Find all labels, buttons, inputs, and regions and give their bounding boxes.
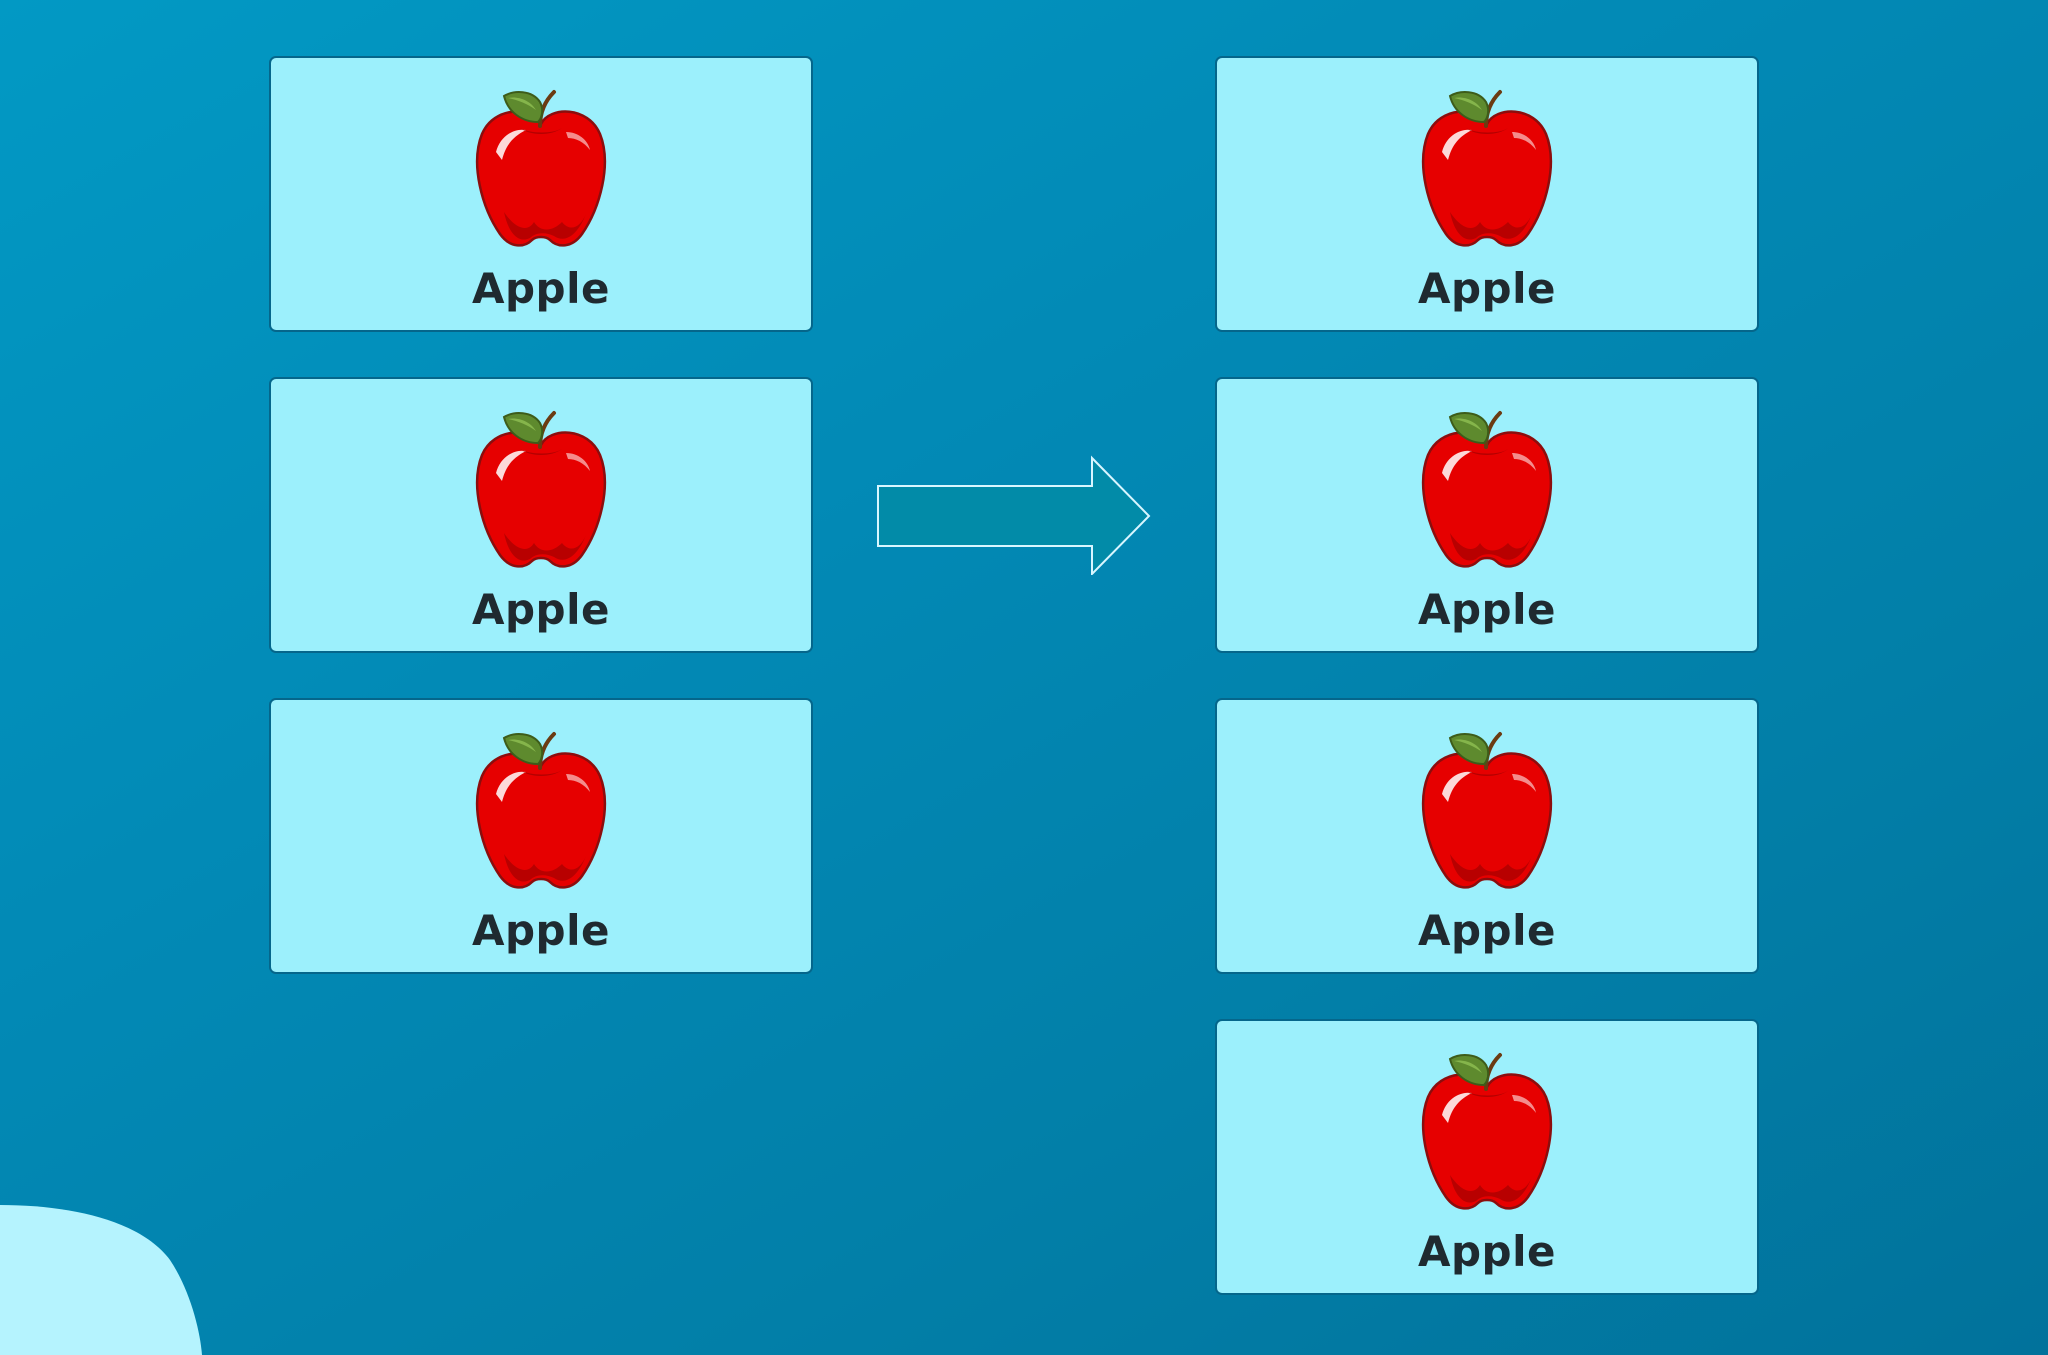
card-label: Apple	[1417, 585, 1556, 634]
apple-icon	[1420, 403, 1554, 569]
card-label: Apple	[471, 585, 610, 634]
apple-icon	[1420, 82, 1554, 248]
card-label: Apple	[1417, 1227, 1556, 1276]
apple-icon	[474, 403, 608, 569]
apple-icon	[474, 82, 608, 248]
card-label: Apple	[1417, 906, 1556, 955]
right-card-3[interactable]: Apple	[1215, 698, 1759, 974]
left-card-1[interactable]: Apple	[269, 56, 813, 332]
right-card-4[interactable]: Apple	[1215, 1019, 1759, 1295]
card-label: Apple	[471, 264, 610, 313]
apple-icon	[1420, 724, 1554, 890]
left-card-3[interactable]: Apple	[269, 698, 813, 974]
apple-icon	[1420, 1045, 1554, 1211]
arrow-right-icon	[877, 455, 1151, 575]
left-card-2[interactable]: Apple	[269, 377, 813, 653]
card-label: Apple	[471, 906, 610, 955]
right-card-2[interactable]: Apple	[1215, 377, 1759, 653]
right-card-1[interactable]: Apple	[1215, 56, 1759, 332]
apple-icon	[474, 724, 608, 890]
decorative-blob	[0, 1205, 202, 1355]
card-label: Apple	[1417, 264, 1556, 313]
